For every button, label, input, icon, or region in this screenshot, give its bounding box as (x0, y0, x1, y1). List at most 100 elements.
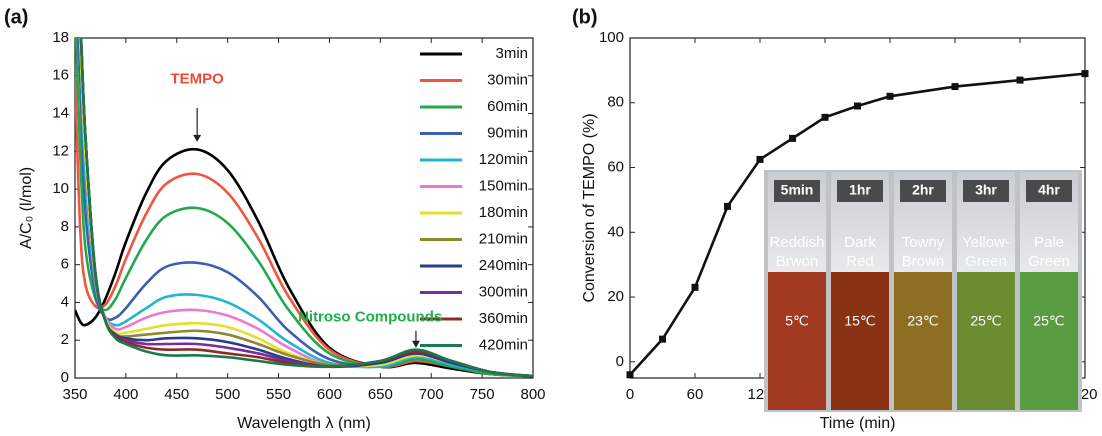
data-point (756, 155, 764, 163)
x-tick-label: 0 (626, 386, 634, 403)
vial-liquid (831, 272, 889, 410)
vial-label-box (1026, 180, 1072, 202)
vial-label-box (774, 180, 820, 202)
legend-label: 3min (495, 45, 528, 62)
panel-label: (a) (4, 6, 28, 28)
legend-label: 90min (487, 124, 528, 141)
legend-label: 60min (487, 98, 528, 115)
series-group (75, 38, 533, 378)
vial-color-name: Reddish (769, 234, 824, 251)
annotation: Nitroso Compounds (298, 309, 442, 326)
vial-label-box (963, 180, 1009, 202)
vial-color-name: Brown (902, 253, 945, 270)
vial-time: 1hr (849, 182, 871, 198)
data-point (854, 102, 861, 110)
y-tick-label: 12 (52, 142, 69, 159)
panel-label: (b) (572, 6, 598, 28)
legend-label: 150min (479, 177, 528, 194)
vial-temperature: 15℃ (844, 313, 875, 329)
data-line (75, 38, 533, 378)
vial-time: 2hr (912, 182, 934, 198)
data-point (691, 283, 699, 291)
x-tick-label: 450 (164, 386, 189, 403)
vial-color-name: Dark (844, 234, 876, 251)
y-tick-label: 40 (607, 223, 624, 240)
data-point (886, 92, 894, 100)
y-tick-label: 100 (599, 29, 624, 46)
data-point (951, 83, 959, 91)
data-point (821, 113, 829, 121)
annotation-arrowhead (411, 340, 420, 348)
legend-label: 240min (479, 257, 528, 274)
data-point (1081, 70, 1089, 78)
data-line (629, 72, 1086, 376)
legend-label: 210min (479, 230, 528, 247)
annotation-arrowhead (193, 134, 202, 142)
y-tick-label: 0 (61, 369, 69, 386)
vial-color-name: Towny (902, 234, 945, 251)
x-tick-label: 550 (266, 386, 291, 403)
y-tick-label: 0 (616, 353, 624, 370)
vial-temperature: 23℃ (907, 313, 938, 329)
vial-color-name: Red (846, 253, 874, 270)
y-tick-label: 4 (61, 293, 69, 310)
vial-color-name: Green (965, 253, 1007, 270)
x-axis-label: Time (min) (820, 415, 896, 432)
y-tick-label: 14 (52, 105, 69, 122)
legend-label: 420min (479, 336, 528, 353)
vial-time: 3hr (975, 182, 997, 198)
data-line (75, 147, 533, 378)
x-tick-label: 700 (419, 386, 444, 403)
y-tick-label: 6 (61, 256, 69, 273)
x-tick-label: 600 (317, 386, 342, 403)
y-axis-label: A/C₀ (l/mol) (18, 167, 35, 249)
x-tick-label: 750 (470, 386, 495, 403)
x-tick-label: 650 (368, 386, 393, 403)
y-tick-label: 10 (52, 180, 69, 197)
vial-color-name: Yellow- (962, 234, 1010, 251)
y-tick-label: 18 (52, 29, 69, 46)
vial-color-name: Green (1028, 253, 1070, 270)
y-tick-label: 80 (607, 94, 624, 111)
inset: 5min Reddish Brwon 5℃ 1hr Dark Red 15℃ 2hr Towny B… (764, 170, 1082, 412)
legend-label: 360min (479, 310, 528, 327)
vial-time: 5min (781, 182, 814, 198)
vial-liquid (768, 272, 826, 410)
vial-color-name: Pale (1034, 234, 1064, 251)
x-tick-label: 800 (520, 386, 545, 403)
data-line (75, 75, 533, 378)
data-point (1016, 76, 1024, 84)
data-line (79, 38, 533, 378)
vial-temperature: 25℃ (970, 313, 1001, 329)
series-group (629, 72, 1086, 376)
data-point (724, 202, 731, 210)
plot-frame (74, 37, 534, 379)
y-tick-label: 2 (61, 331, 69, 348)
x-tick-label: 400 (113, 386, 138, 403)
vial-liquid (894, 272, 952, 410)
x-tick-label: 500 (215, 386, 240, 403)
vial-label-box (900, 180, 946, 202)
vial-label-box (837, 180, 883, 202)
x-tick-label: 350 (62, 386, 87, 403)
vial-liquid (1020, 272, 1078, 410)
data-point (789, 134, 796, 142)
y-axis-label: Conversion of TEMPO (%) (581, 113, 598, 302)
data-point (659, 335, 666, 343)
legend-label: 120min (479, 151, 528, 168)
annotation: TEMPO (170, 71, 224, 88)
x-axis-label: Wavelength λ (nm) (237, 415, 371, 432)
legend-label: 180min (479, 204, 528, 221)
legend-label: 300min (479, 283, 528, 300)
y-tick-label: 16 (52, 67, 69, 84)
legend-label: 30min (487, 71, 528, 88)
vial-time: 4hr (1038, 182, 1060, 198)
data-point (626, 371, 634, 379)
y-tick-label: 20 (607, 288, 624, 305)
x-tick-label: 60 (687, 386, 704, 403)
vial-temperature: 25℃ (1033, 313, 1064, 329)
vial-color-name: Brwon (776, 253, 819, 270)
y-tick-label: 8 (61, 218, 69, 235)
vial-temperature: 5℃ (785, 313, 809, 329)
